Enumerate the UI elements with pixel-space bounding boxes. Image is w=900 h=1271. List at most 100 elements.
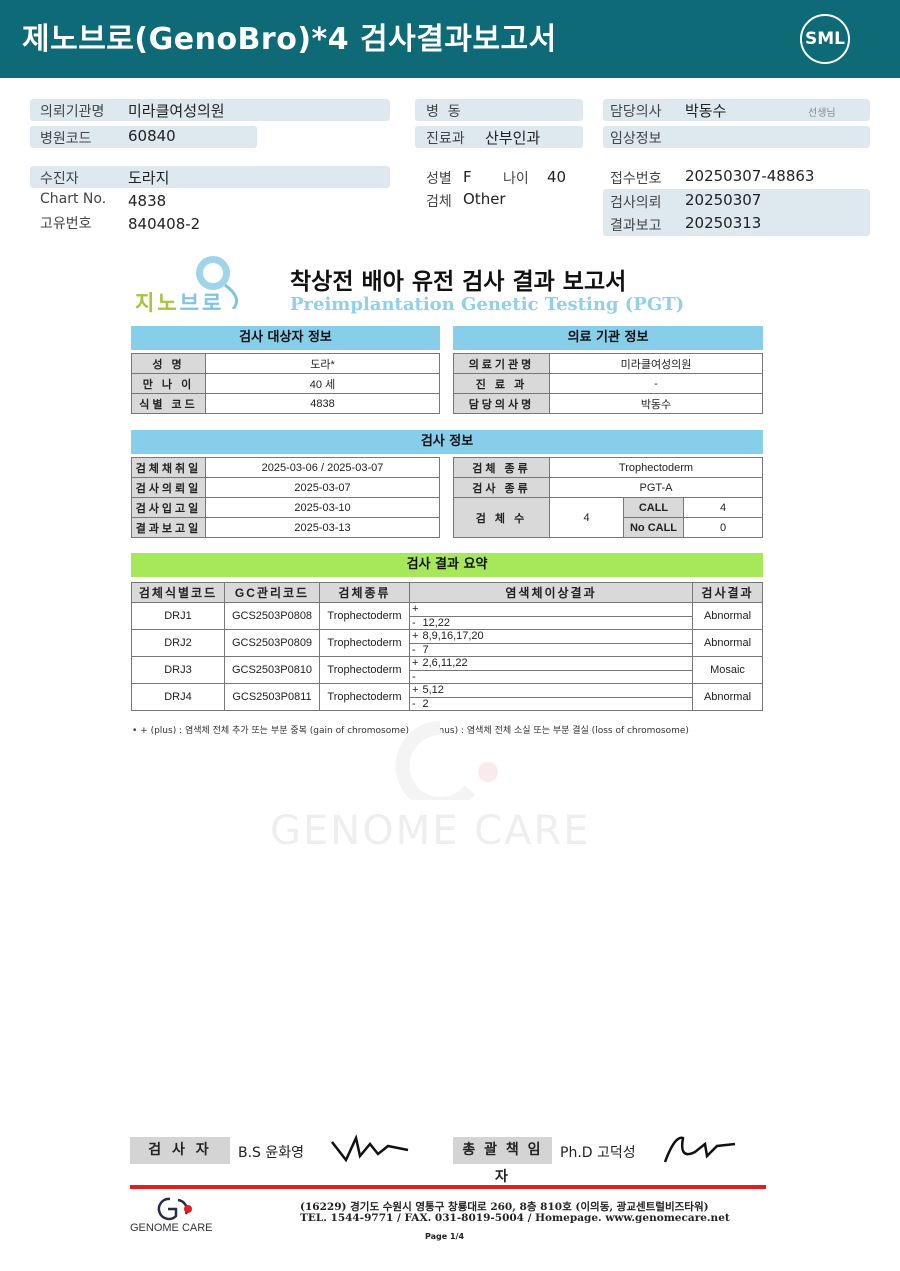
summary-table: 검체식별코드 GC관리코드 검체종류 염색체이상결과 검사결과 DRJ1 GCS2503P… — [131, 582, 763, 711]
institution-row — [30, 99, 390, 121]
specimen-type: Trophectoderm — [319, 602, 410, 630]
hospital-code-row — [30, 126, 257, 148]
specimen-label: 검체 — [426, 194, 452, 210]
col-header: 염색체이상결과 — [409, 582, 693, 603]
genome-care-watermark-icon — [395, 721, 498, 800]
label: 진 료 과 — [453, 373, 550, 394]
col-header: 검체식별코드 — [131, 582, 225, 603]
value: 4838 — [205, 393, 440, 414]
value: - — [549, 373, 763, 394]
clinical-label: 임상정보 — [610, 131, 662, 147]
institution-header: 의료 기관 정보 — [453, 326, 763, 350]
result: Mosaic — [692, 656, 763, 684]
col-header: GC관리코드 — [224, 582, 320, 603]
dept-value: 산부인과 — [485, 129, 541, 147]
test-dates-table: 검체채취일 2025-03-06 / 2025-03-07 검사의뢰일 2025-0… — [131, 457, 440, 538]
genome-care-logo-icon — [157, 1197, 192, 1221]
report-label: 결과보고 — [610, 218, 662, 234]
ward-row — [415, 99, 583, 121]
chart-label: Chart No. — [40, 191, 107, 207]
label: 의료기관명 — [453, 353, 550, 374]
specimen-id: DRJ2 — [131, 629, 225, 657]
specimen-type: Trophectoderm — [319, 683, 410, 711]
gc-code: GCS2503P0809 — [224, 629, 320, 657]
minus-sign: - — [409, 669, 420, 684]
tester-label: 검 사 자 — [130, 1137, 230, 1164]
doctor-label: 담당의사 — [610, 104, 662, 120]
institution-table: 의료기관명 미라클여성의원 진 료 과- 담당의사명 박동수 — [453, 353, 763, 414]
gain-value: 5,12 — [419, 683, 693, 698]
tester-signature-icon — [331, 1134, 409, 1163]
page-title: 제노브로(GenoBro)*4 검사결과보고서 — [22, 22, 557, 57]
chart-value: 4838 — [128, 192, 167, 210]
col-header: 검사결과 — [692, 582, 763, 603]
result: Abnormal — [692, 602, 763, 630]
test-specimen-table: 검체 종류 Trophectoderm 검사 종류 PGT-A 검 체 수 4 CALL… — [453, 457, 763, 538]
age-label: 나이 — [503, 171, 529, 187]
value: 박동수 — [549, 393, 763, 414]
value: 2025-03-10 — [205, 497, 440, 518]
gain-value: 8,9,16,17,20 — [419, 629, 693, 644]
subject-table: 성 명 도라* 만 나 이 40 세 식별 코드 4838 — [131, 353, 440, 414]
label: No CALL — [623, 517, 684, 538]
value: 4 — [683, 497, 763, 518]
label: 검체채취일 — [131, 457, 206, 478]
dept-label: 진료과 — [426, 131, 465, 147]
receipt-value: 20250307-48863 — [685, 167, 815, 185]
footer-divider — [130, 1185, 766, 1189]
loss-value: 2 — [419, 696, 693, 711]
test-info-header: 검사 정보 — [131, 430, 763, 454]
plus-sign: + — [409, 629, 420, 644]
value: 2025-03-06 / 2025-03-07 — [205, 457, 440, 478]
institution-value: 미라클여성의원 — [128, 102, 225, 120]
table-row: DRJ2 GCS2503P0809 Trophectoderm +8,9,16,17,… — [131, 629, 763, 657]
gc-code: GCS2503P0808 — [224, 602, 320, 630]
sml-logo: SML — [800, 14, 850, 64]
patient-value: 도라지 — [128, 169, 170, 187]
contact: TEL. 1544-9771 / FAX. 031-8019-5004 / Ho… — [300, 1212, 730, 1224]
label: 결과보고일 — [131, 517, 206, 538]
summary-header: 검사 결과 요약 — [131, 553, 763, 577]
value: Trophectoderm — [549, 457, 763, 478]
value: 4 — [549, 497, 624, 538]
label: 성 명 — [131, 353, 206, 374]
address: (16229) 경기도 수원시 영통구 창룡대로 260, 8층 810호 (이… — [300, 1201, 709, 1213]
report-title: 착상전 배아 유전 검사 결과 보고서 — [290, 269, 627, 295]
result: Abnormal — [692, 629, 763, 657]
dept-row — [415, 126, 583, 148]
age-value: 40 — [547, 168, 567, 186]
label: 담당의사명 — [453, 393, 550, 414]
ward-label: 병 동 — [426, 104, 461, 120]
hospital-code-value: 60840 — [128, 127, 176, 145]
label: 검사의뢰일 — [131, 477, 206, 498]
director-name: Ph.D 고덕성 — [560, 1145, 636, 1161]
value: 2025-03-07 — [205, 477, 440, 498]
label: CALL — [623, 497, 684, 518]
gc-code: GCS2503P0811 — [224, 683, 320, 711]
minus-sign: - — [409, 615, 420, 630]
request-value: 20250307 — [685, 191, 762, 209]
company-name: GENOME CARE — [130, 1222, 213, 1234]
specimen-id: DRJ1 — [131, 602, 225, 630]
label: 검체 종류 — [453, 457, 550, 478]
loss-value — [419, 669, 693, 684]
label: 검사 종류 — [453, 477, 550, 498]
specimen-id: DRJ3 — [131, 656, 225, 684]
sex-label: 성별 — [426, 171, 452, 187]
request-label: 검사의뢰 — [610, 195, 662, 211]
table-row: DRJ1 GCS2503P0808 Trophectoderm + Abnormal — [131, 602, 763, 630]
genobro-logo-text: 지노브로 — [135, 292, 225, 315]
gain-value: 2,6,11,22 — [419, 656, 693, 671]
legend-note: • + (plus) : 염색체 전체 추가 또는 부분 중복 (gain of… — [132, 726, 689, 736]
institution-label: 의뢰기관명 — [40, 104, 105, 120]
label: 검 체 수 — [453, 497, 550, 538]
doctor-row — [603, 99, 870, 121]
sex-value: F — [463, 168, 472, 186]
col-header: 검체종류 — [319, 582, 410, 603]
loss-value: 7 — [419, 642, 693, 657]
report-value: 20250313 — [685, 214, 762, 232]
table-row: DRJ3 GCS2503P0810 Trophectoderm +2,6,11,22 M… — [131, 656, 763, 684]
gain-value — [419, 602, 693, 617]
uid-value: 840408-2 — [128, 215, 201, 233]
receipt-label: 접수번호 — [610, 171, 662, 187]
